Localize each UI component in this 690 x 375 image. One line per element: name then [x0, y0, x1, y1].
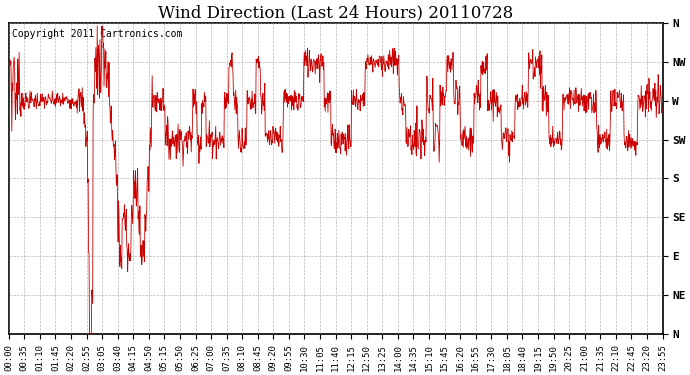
Title: Wind Direction (Last 24 Hours) 20110728: Wind Direction (Last 24 Hours) 20110728 [158, 4, 513, 21]
Text: Copyright 2011 Cartronics.com: Copyright 2011 Cartronics.com [12, 29, 182, 39]
